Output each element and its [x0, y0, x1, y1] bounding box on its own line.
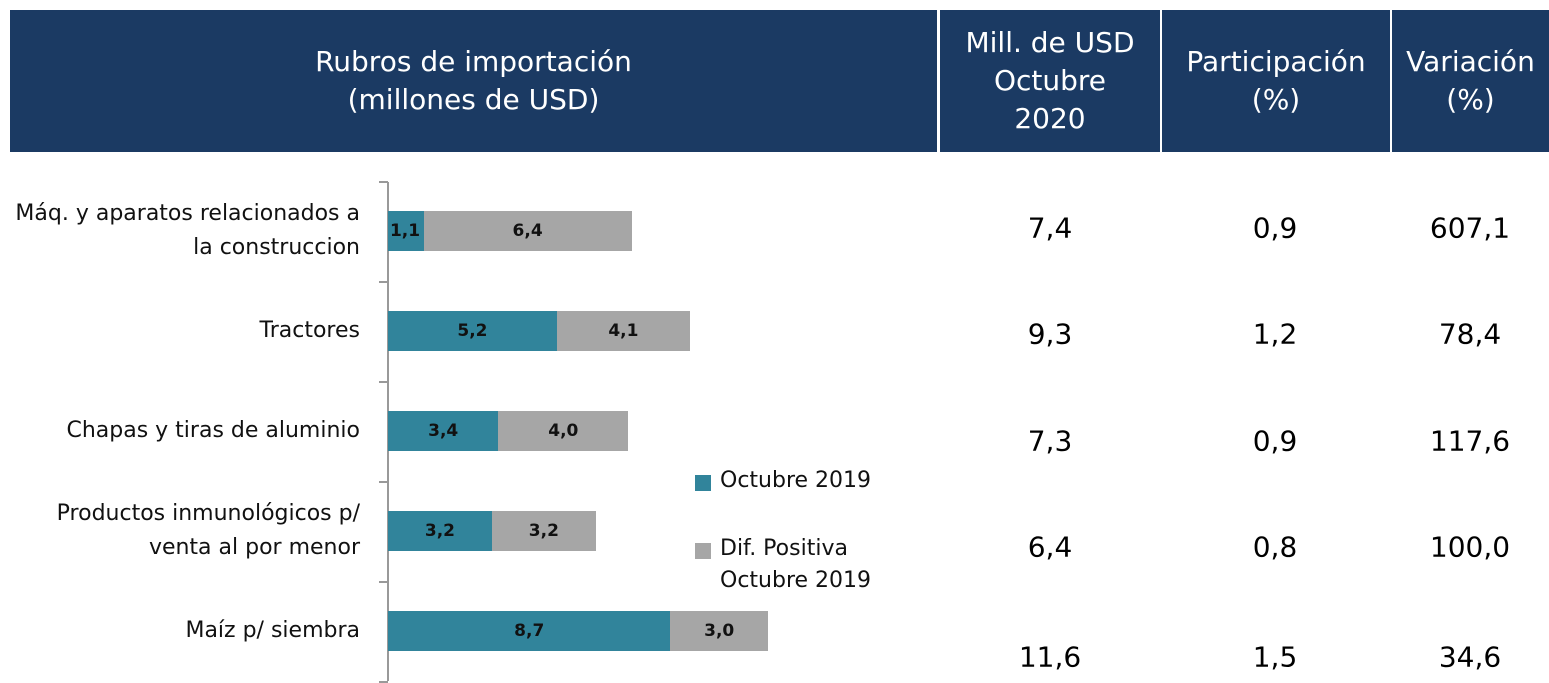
header-cell: Variación (%)	[1392, 10, 1549, 152]
legend-swatch	[695, 475, 711, 491]
table-cell: 607,1	[1429, 211, 1511, 245]
value-label: 3,4	[428, 421, 459, 441]
value-label: 3,2	[528, 521, 559, 541]
category-label: Productos inmunológicos p/ venta al por …	[56, 501, 360, 560]
legend-swatch	[695, 543, 711, 559]
table-cell: 1,5	[1252, 640, 1298, 674]
header-text: Rubros de importación	[315, 45, 632, 78]
table-cell: 0,8	[1252, 530, 1298, 564]
table-cell: 7,4	[1027, 211, 1073, 245]
header-text: Mill. de USD	[965, 26, 1135, 59]
legend-label: Dif. Positiva Octubre 2019	[720, 536, 872, 593]
bar-segment	[388, 611, 671, 651]
table-cell: 0,9	[1252, 211, 1298, 245]
value-label: 5,2	[457, 321, 488, 341]
bar-segment	[388, 411, 499, 451]
table-cell: 1,2	[1252, 317, 1298, 351]
bar-segment	[491, 511, 596, 551]
table-cell: 6,4	[1027, 530, 1073, 564]
bar-segment	[556, 311, 690, 351]
header-text: Participación	[1186, 45, 1366, 78]
header-text: (%)	[1251, 83, 1301, 116]
bar-segment	[423, 211, 632, 251]
category-label: Tractores	[259, 318, 360, 343]
value-label: 3,0	[704, 621, 735, 641]
bar-segment	[388, 311, 557, 351]
value-label: 6,4	[512, 221, 543, 241]
header-text: Variación	[1406, 45, 1535, 78]
table-cell: 0,9	[1252, 424, 1298, 458]
table-cell: 78,4	[1438, 317, 1502, 351]
header-text: (millones de USD)	[347, 83, 600, 116]
table-cell: 7,3	[1027, 424, 1073, 458]
header-text: 2020	[1014, 102, 1086, 135]
table-cell: 100,0	[1429, 530, 1511, 564]
bar-segment	[388, 511, 492, 551]
table-cell: 34,6	[1438, 640, 1502, 674]
header-cell: Mill. de USD Octubre 2020	[940, 10, 1160, 152]
axis-tick	[379, 181, 388, 183]
category-label: Maíz p/ siembra	[185, 618, 360, 643]
bar-segment	[388, 211, 424, 251]
header-cell: Participación (%)	[1162, 10, 1390, 152]
category-label: Chapas y tiras de aluminio	[66, 418, 360, 443]
axis-tick	[379, 581, 388, 583]
value-label: 1,1	[389, 221, 421, 241]
bar-segment	[670, 611, 768, 651]
value-label: 8,7	[514, 621, 545, 641]
table-cell: 117,6	[1429, 424, 1511, 458]
table-cell: 9,3	[1027, 317, 1073, 351]
header-cell: Rubros de importación (millones de USD)	[10, 10, 937, 152]
category-label: Máq. y aparatos relacionados a la constr…	[15, 201, 360, 260]
value-label: 4,1	[608, 321, 639, 341]
bar-segment	[498, 411, 629, 451]
axis-tick	[379, 481, 388, 483]
header-text: (%)	[1446, 83, 1495, 116]
value-label: 3,2	[424, 521, 455, 541]
legend-label: Octubre 2019	[720, 468, 872, 493]
table-cell: 11,6	[1018, 640, 1082, 674]
value-label: 4,0	[548, 421, 579, 441]
axis-tick	[379, 281, 388, 283]
axis-tick	[379, 381, 388, 383]
header-text: Octubre	[993, 64, 1107, 97]
